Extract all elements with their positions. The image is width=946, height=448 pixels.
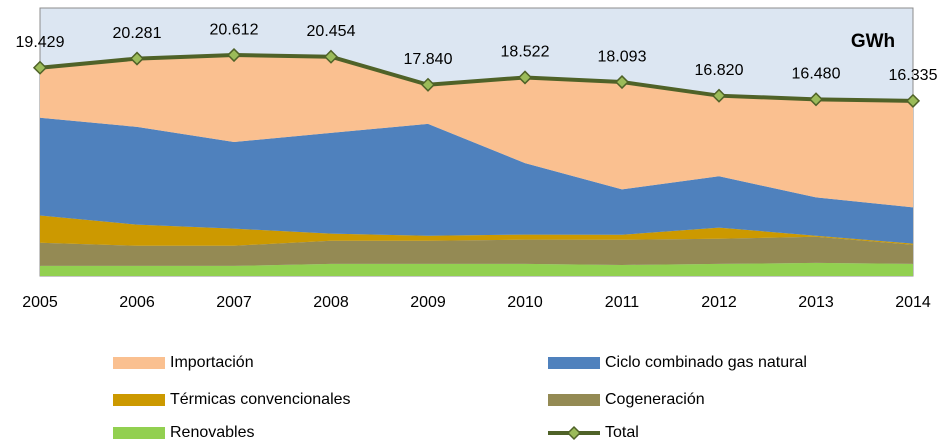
data-label: 19.429: [16, 34, 65, 51]
legend-label: Cogeneración: [605, 391, 705, 408]
x-tick-label: 2007: [216, 294, 252, 311]
unit-annotation: GWh: [851, 31, 895, 52]
x-tick-label: 2014: [895, 294, 931, 311]
legend-label: Importación: [170, 354, 254, 371]
x-tick-label: 2008: [313, 294, 349, 311]
x-tick-label: 2005: [22, 294, 58, 311]
legend-swatch: [548, 394, 600, 406]
legend-swatch: [113, 357, 165, 369]
legend-label: Renovables: [170, 424, 255, 441]
total-marker: [226, 47, 242, 63]
data-label: 17.840: [404, 51, 453, 68]
total-marker: [614, 74, 630, 90]
x-tick-label: 2010: [507, 294, 543, 311]
legend-label: Térmicas convencionales: [170, 391, 351, 408]
total-marker: [711, 88, 727, 103]
total-line: [39, 53, 914, 103]
data-label: 16.820: [695, 62, 744, 79]
total-marker: [420, 77, 436, 92]
data-label: 20.612: [210, 21, 259, 38]
legend-swatch: [113, 394, 165, 406]
total-marker: [32, 60, 48, 75]
area: [40, 215, 913, 246]
legend-label: Ciclo combinado gas natural: [605, 354, 807, 371]
data-label: 16.480: [792, 66, 841, 83]
total-marker: [129, 51, 145, 66]
area: [40, 117, 913, 244]
legend-swatch: [548, 357, 600, 369]
total-marker: [517, 70, 533, 85]
data-label: 16.335: [889, 67, 938, 84]
legend-marker: [566, 425, 582, 441]
total-marker: [323, 49, 339, 64]
x-tick-label: 2006: [119, 294, 155, 311]
data-label: 20.454: [307, 23, 356, 40]
x-tick-label: 2013: [798, 294, 834, 311]
legend-swatch: [113, 427, 165, 439]
x-tick-label: 2012: [701, 294, 737, 311]
x-tick-label: 2009: [410, 294, 446, 311]
total-marker: [905, 93, 921, 108]
x-tick-label: 2011: [605, 294, 640, 311]
data-label: 20.281: [113, 25, 162, 42]
data-label: 18.522: [501, 44, 550, 61]
data-label: 18.093: [598, 48, 647, 65]
legend-label: Total: [605, 424, 639, 441]
total-marker: [808, 92, 824, 107]
area: [40, 236, 913, 266]
area: [40, 262, 913, 276]
